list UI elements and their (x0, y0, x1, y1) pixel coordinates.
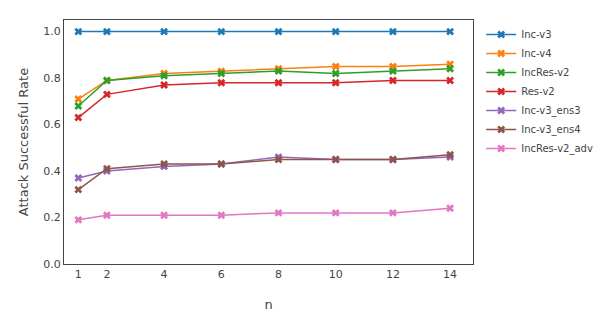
svg-text:Res-v2: Res-v2 (521, 86, 554, 97)
svg-text:Inc-v3_ens3: Inc-v3_ens3 (521, 105, 580, 117)
svg-text:IncRes-v2: IncRes-v2 (521, 67, 569, 78)
svg-text:IncRes-v2_adv: IncRes-v2_adv (521, 143, 593, 155)
svg-text:Inc-v3: Inc-v3 (521, 29, 551, 40)
svg-text:n: n (264, 297, 272, 312)
svg-text:2: 2 (103, 268, 110, 281)
svg-text:0.8: 0.8 (43, 72, 61, 85)
svg-text:Inc-v3_ens4: Inc-v3_ens4 (521, 124, 580, 136)
svg-text:Inc-v4: Inc-v4 (521, 48, 551, 59)
svg-text:Attack Successful Rate: Attack Successful Rate (16, 68, 31, 216)
svg-text:12: 12 (386, 268, 400, 281)
svg-text:8: 8 (275, 268, 282, 281)
svg-text:0.6: 0.6 (43, 118, 61, 131)
svg-text:4: 4 (161, 268, 168, 281)
svg-text:14: 14 (443, 268, 457, 281)
svg-text:1: 1 (75, 268, 82, 281)
svg-text:1.0: 1.0 (43, 25, 61, 38)
svg-text:10: 10 (329, 268, 343, 281)
svg-text:0.4: 0.4 (43, 165, 61, 178)
svg-text:6: 6 (218, 268, 225, 281)
svg-text:0.0: 0.0 (43, 258, 61, 271)
svg-text:0.2: 0.2 (43, 211, 61, 224)
